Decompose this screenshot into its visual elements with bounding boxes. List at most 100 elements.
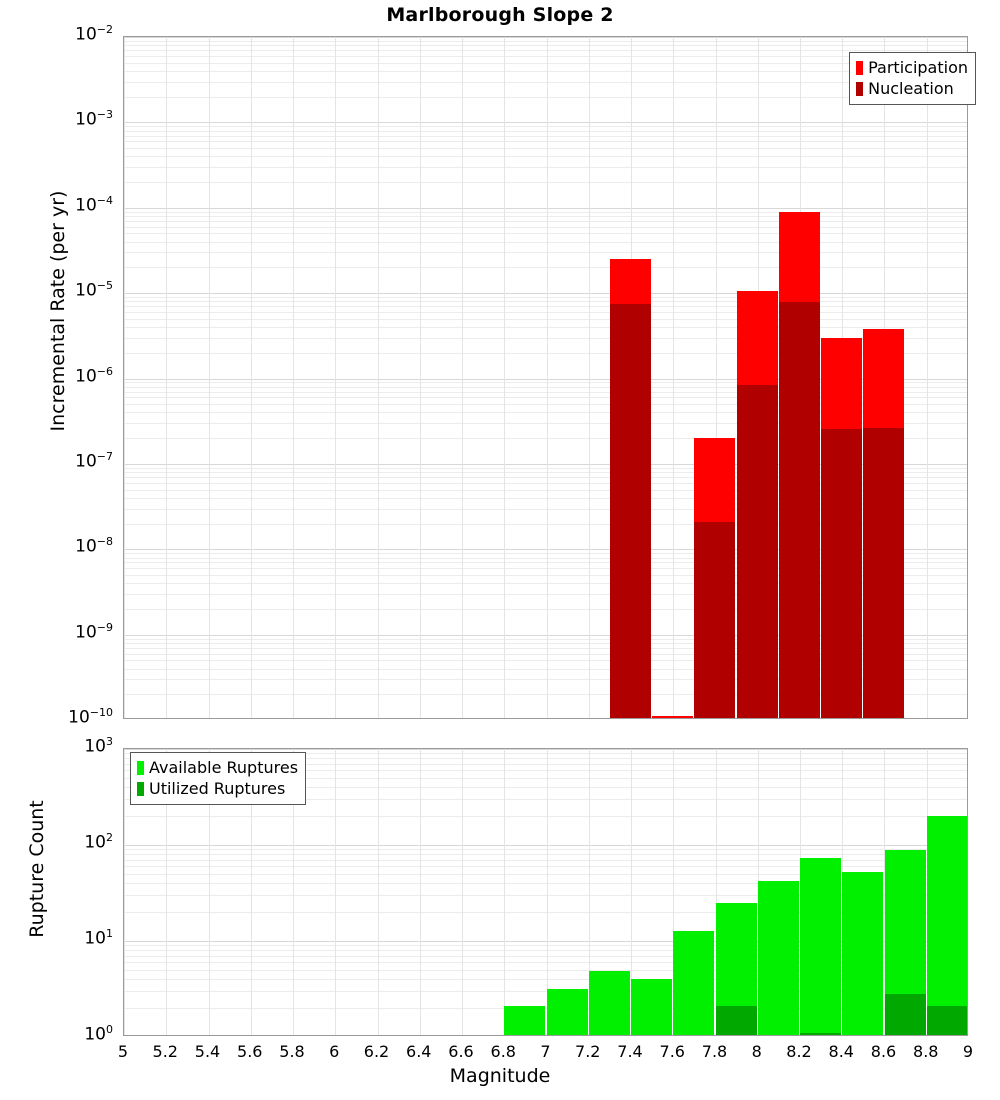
x-tick-7: 7 [540,1042,551,1061]
gridline-minor [124,438,967,439]
gridline-minor [124,97,967,98]
gridline-minor [124,643,967,644]
gridline-minor [124,524,967,525]
gridline-minor [124,945,967,946]
utilized-ruptures-bar [927,1006,967,1035]
gridline-minor [124,50,967,51]
gridline-vertical [420,749,421,1035]
gridline-minor [124,483,967,484]
x-axis-label: Magnitude [449,1065,551,1087]
gridline-vertical [209,749,210,1035]
bottom-y-tick-3: 100 [84,1023,113,1045]
nucleation-bar [694,521,735,718]
legend-item-nucleation[interactable]: Nucleation [856,78,968,99]
gridline-minor [124,694,967,695]
gridline-minor [124,1008,967,1009]
gridline-minor [124,242,967,243]
x-tick-5-4: 5.4 [194,1042,221,1061]
gridline-minor [124,799,967,800]
available-ruptures-bar [927,816,967,1035]
gridline-major [124,749,967,750]
nucleation-bar [737,384,778,718]
nucleation-bar [779,301,820,718]
gridline-minor [124,212,967,213]
legend-item-participation[interactable]: Participation [856,57,968,78]
gridline-minor [124,382,967,383]
gridline-minor [124,327,967,328]
gridline-minor [124,45,967,46]
available-ruptures-bar [800,857,841,1035]
gridline-minor [124,558,967,559]
gridline-minor [124,468,967,469]
gridline-minor [124,338,967,339]
gridline-minor [124,301,967,302]
gridline-vertical [504,749,505,1035]
x-tick-5-2: 5.2 [152,1042,178,1061]
gridline-minor [124,509,967,510]
gridline-vertical [673,37,674,718]
x-tick-7-2: 7.2 [575,1042,601,1061]
gridline-vertical [547,749,548,1035]
gridline-minor [124,962,967,963]
gridline-minor [124,404,967,405]
x-tick-8-8: 8.8 [913,1042,939,1061]
gridline-major [124,941,967,942]
x-tick-6-6: 6.6 [448,1042,474,1061]
utilized-ruptures-swatch-icon [137,781,144,796]
legend-item-available-ruptures[interactable]: Available Ruptures [137,757,298,778]
gridline-vertical [378,749,379,1035]
gridline-minor [124,63,967,64]
gridline-minor [124,991,967,992]
top-y-tick-8: 10−10 [68,706,113,728]
available-ruptures-bar [673,931,714,1035]
gridline-minor [124,141,967,142]
utilized-ruptures-bar [800,1032,841,1035]
gridline-vertical [504,37,505,718]
x-tick-9: 9 [962,1042,974,1061]
gridline-minor [124,306,967,307]
gridline-minor [124,233,967,234]
gridline-vertical [716,37,717,718]
gridline-minor [124,41,967,42]
gridline-vertical [673,749,674,1035]
gridline-major [124,549,967,550]
gridline-minor [124,562,967,563]
gridline-minor [124,866,967,867]
gridline-minor [124,553,967,554]
gridline-vertical [547,37,548,718]
gridline-minor [124,956,967,957]
x-tick-6: 6 [329,1042,340,1061]
gridline-minor [124,874,967,875]
gridline-minor [124,660,967,661]
gridline-minor [124,970,967,971]
gridline-minor [124,490,967,491]
nucleation-bar [821,429,862,718]
gridline-minor [124,216,967,217]
gridline-minor [124,753,967,754]
legend-label-nucleation: Nucleation [868,78,954,98]
bottom-y-tick-0: 103 [84,735,113,757]
participation-bar [652,716,693,718]
gridline-minor [124,412,967,413]
gridline-vertical [462,37,463,718]
gridline-major [124,208,967,209]
top-y-tick-0: 10−2 [75,23,113,45]
gridline-minor [124,148,967,149]
top-y-tick-2: 10−4 [75,193,113,216]
gridline-major [124,122,967,123]
gridline-minor [124,883,967,884]
top-y-tick-6: 10−8 [75,535,113,557]
available-ruptures-bar [842,871,883,1035]
bottom-y-tick-1: 102 [84,831,113,853]
nucleation-bar [863,427,904,718]
gridline-minor [124,227,967,228]
gridline-minor [124,979,967,980]
gridline-vertical [420,37,421,718]
gridline-minor [124,583,967,584]
gridline-minor [124,252,967,253]
available-ruptures-swatch-icon [137,760,144,775]
top-y-tick-4: 10−6 [75,364,113,387]
gridline-vertical [884,749,885,1035]
legend-item-utilized-ruptures[interactable]: Utilized Ruptures [137,778,298,799]
incremental-rate-plot [123,36,968,719]
